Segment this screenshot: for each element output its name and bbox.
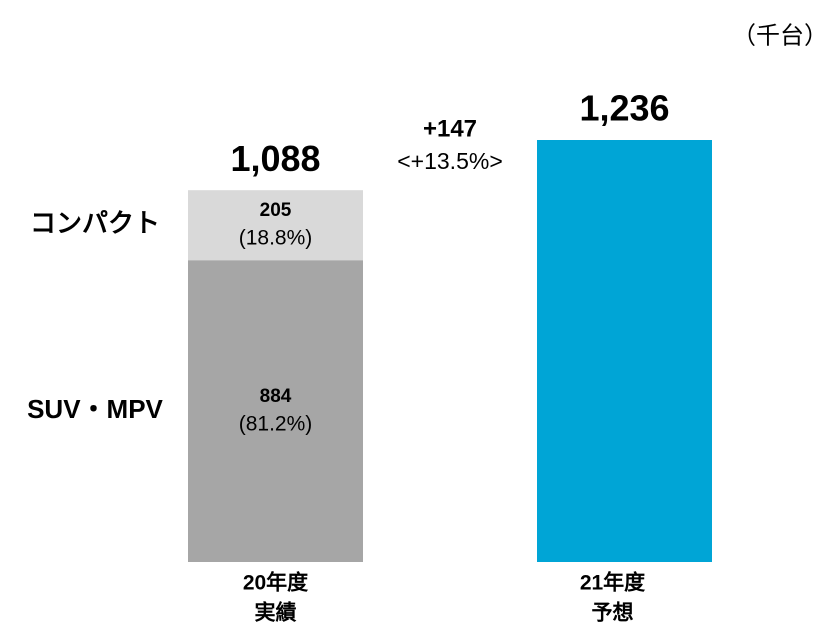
bar-segment [188, 190, 363, 261]
segment-value-label: 205 [260, 200, 292, 221]
segment-value-label: 884 [260, 386, 292, 407]
segment-share-label: (18.8%) [239, 227, 313, 250]
bar-segment [537, 140, 712, 562]
unit-label: （千台） [732, 22, 828, 49]
series-label: コンパクト [30, 208, 160, 238]
difference-label: +147 [423, 115, 477, 142]
x-tick-label: 21年度 [580, 571, 645, 595]
total-label: 1,236 [579, 88, 669, 129]
x-tick-label: 予想 [592, 602, 634, 625]
x-tick-label: 20年度 [243, 571, 308, 595]
series-label: SUV・MPV [27, 394, 163, 424]
segment-share-label: (81.2%) [239, 413, 313, 436]
difference-rate-label: <+13.5%> [397, 148, 503, 174]
total-label: 1,088 [230, 138, 320, 179]
x-tick-label: 実績 [255, 601, 297, 625]
bar-segment [188, 260, 363, 562]
